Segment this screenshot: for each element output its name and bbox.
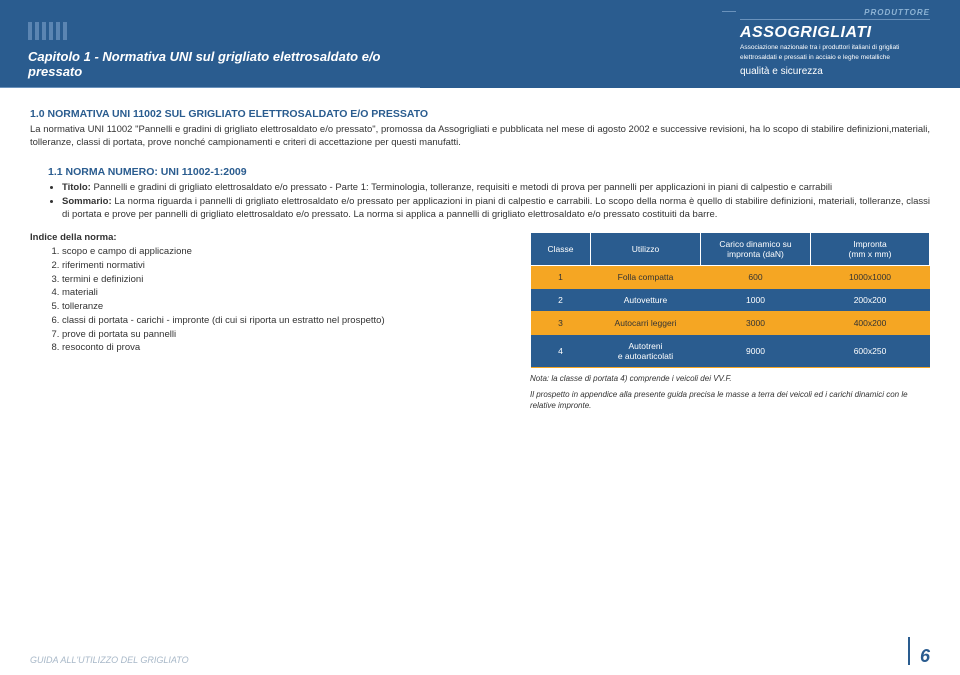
table-column: Classe Utilizzo Carico dinamico su impro… [530,232,930,411]
text-titolo: Pannelli e gradini di grigliato elettros… [91,182,832,193]
cell-impronta: 200x200 [811,289,930,312]
cell-u4b: e autoarticolati [618,351,673,361]
cell-classe: 3 [531,312,591,335]
brand-name: ASSOGRIGLIATI [740,24,930,42]
page-number: 6 [908,637,930,665]
cell-impronta: 1000x1000 [811,266,930,289]
indice-item: termini e definizioni [62,273,510,287]
th-carico-a: Carico dinamico su [719,239,791,249]
indice-item: resoconto di prova [62,341,510,355]
cell-utilizzo: Autovetture [591,289,701,312]
cell-utilizzo: Autocarri leggeri [591,312,701,335]
indice-list: scopo e campo di applicazione riferiment… [30,245,510,355]
th-carico: Carico dinamico su impronta (daN) [701,233,811,266]
page-footer: GUIDA ALL'UTILIZZO DEL GRIGLIATO 6 [30,637,930,665]
cell-carico: 1000 [701,289,811,312]
indice-item: riferimenti normativi [62,259,510,273]
producer-label: PRODUTTORE [740,8,930,20]
footer-guide-title: GUIDA ALL'UTILIZZO DEL GRIGLIATO [30,655,189,665]
indice-item: materiali [62,286,510,300]
cell-utilizzo: Autotreni e autoarticolati [591,335,701,368]
header-right: PRODUTTORE ASSOGRIGLIATI Associazione na… [740,8,930,77]
cell-classe: 1 [531,266,591,289]
text-sommario: La norma riguarda i pannelli di grigliat… [62,196,930,220]
th-classe: Classe [531,233,591,266]
table-row: 1 Folla compatta 600 1000x1000 [531,266,930,289]
indice-item: scopo e campo di applicazione [62,245,510,259]
table-row: 2 Autovetture 1000 200x200 [531,289,930,312]
chapter-title: Capitolo 1 - Normativa UNI sul grigliato… [28,49,420,81]
label-sommario: Sommario: [62,196,112,207]
cell-impronta: 400x200 [811,312,930,335]
indice-item: tolleranze [62,300,510,314]
cell-carico: 9000 [701,335,811,368]
list-item: Sommario: La norma riguarda i pannelli d… [62,196,930,222]
table-row: 3 Autocarri leggeri 3000 400x200 [531,312,930,335]
brand-sub2: elettrosaldati e pressati in acciaio e l… [740,54,930,62]
indice-item: prove di portata su pannelli [62,328,510,342]
cell-classe: 4 [531,335,591,368]
table-note-2: Il prospetto in appendice alla presente … [530,390,930,411]
th-carico-b: impronta (daN) [727,249,784,259]
th-utilizzo: Utilizzo [591,233,701,266]
th-impronta-b: (mm x mm) [849,249,892,259]
list-item: Titolo: Pannelli e gradini di grigliato … [62,182,930,195]
th-impronta: Impronta (mm x mm) [811,233,930,266]
indice-column: Indice della norma: scopo e campo di app… [30,232,510,411]
load-class-table: Classe Utilizzo Carico dinamico su impro… [530,232,930,368]
cell-utilizzo: Folla compatta [591,266,701,289]
content-area: 1.0 NORMATIVA UNI 11002 SUL GRIGLIATO EL… [0,88,960,421]
label-titolo: Titolo: [62,182,91,193]
section1-title: 1.0 NORMATIVA UNI 11002 SUL GRIGLIATO EL… [30,108,930,120]
th-impronta-a: Impronta [853,239,887,249]
quality-slogan: qualità e sicurezza [740,66,930,77]
cell-classe: 2 [531,289,591,312]
brand-sub1: Associazione nazionale tra i produttori … [740,44,930,52]
table-note-1: Nota: la classe di portata 4) comprende … [530,374,930,384]
indice-title: Indice della norma: [30,232,510,243]
chapter-title-wrap: Capitolo 1 - Normativa UNI sul grigliato… [0,49,420,88]
indice-item: classi di portata - carichi - impronte (… [62,314,510,328]
cell-carico: 600 [701,266,811,289]
cell-carico: 3000 [701,312,811,335]
decorative-bars [28,22,67,40]
section2: 1.1 NORMA NUMERO: UNI 11002-1:2009 Titol… [30,166,930,222]
page-header: Capitolo 1 - Normativa UNI sul grigliato… [0,0,960,88]
cell-impronta: 600x250 [811,335,930,368]
table-row: 4 Autotreni e autoarticolati 9000 600x25… [531,335,930,368]
section2-title: 1.1 NORMA NUMERO: UNI 11002-1:2009 [48,166,930,178]
section1-body: La normativa UNI 11002 "Pannelli e gradi… [30,124,930,150]
two-column-row: Indice della norma: scopo e campo di app… [30,232,930,411]
cell-u4a: Autotreni [628,341,662,351]
